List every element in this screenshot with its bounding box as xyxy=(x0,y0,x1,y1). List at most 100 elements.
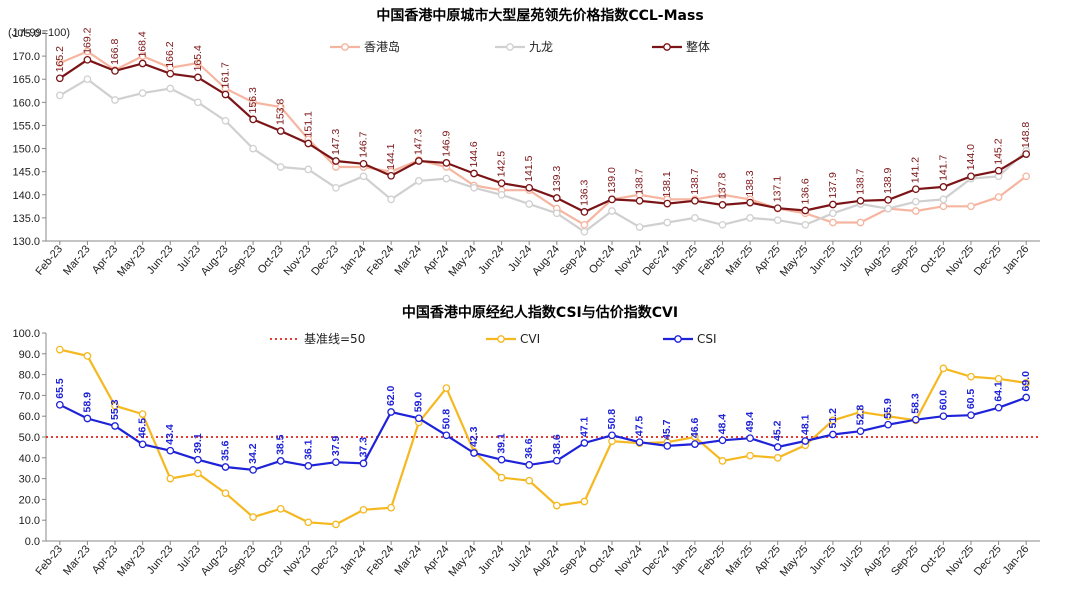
data-point xyxy=(994,193,1003,201)
ccl-mass-chart: 中国香港中原城市大型屋苑领先价格指数CCL-Mass (Jul-99=100) … xyxy=(8,7,1040,279)
series-CSI xyxy=(55,393,1031,474)
data-point xyxy=(387,195,395,204)
data-point xyxy=(359,159,368,168)
data-point xyxy=(332,157,340,165)
data-point xyxy=(829,218,837,227)
data-point xyxy=(635,196,644,205)
series-line xyxy=(59,58,1027,214)
data-point xyxy=(580,497,589,506)
x-tick-label: Dec-25 xyxy=(972,543,1004,578)
y-tick-label: 30.0 xyxy=(19,474,40,486)
x-tick-label: Jan-25 xyxy=(669,243,700,276)
data-label: 141.7 xyxy=(937,154,949,180)
data-label: 49.4 xyxy=(744,412,756,433)
x-tick-label: Jun-25 xyxy=(807,243,838,276)
data-label: 39.1 xyxy=(192,433,204,454)
data-point xyxy=(911,185,920,194)
data-label: 64.1 xyxy=(993,381,1005,402)
data-point xyxy=(911,207,920,215)
data-point xyxy=(635,438,644,447)
data-label: 146.9 xyxy=(440,130,452,156)
x-tick-label: Jun-24 xyxy=(476,243,507,276)
data-point xyxy=(939,202,948,211)
data-point xyxy=(194,73,202,82)
data-point xyxy=(525,461,534,469)
data-label: 145.2 xyxy=(993,138,1005,164)
x-tick-label: Sep-25 xyxy=(889,243,921,278)
data-point xyxy=(194,59,202,67)
x-tick-label: Jan-24 xyxy=(338,243,369,276)
data-label: 50.8 xyxy=(440,409,452,430)
data-point xyxy=(55,59,64,67)
data-point xyxy=(829,200,837,209)
y-tick-label: 155.0 xyxy=(12,120,40,132)
data-point xyxy=(718,201,727,209)
data-point xyxy=(580,220,589,229)
x-tick-label: Dec-24 xyxy=(641,543,673,578)
data-point xyxy=(939,195,948,204)
data-point xyxy=(138,59,147,68)
data-point xyxy=(967,372,975,381)
data-point xyxy=(525,183,534,192)
chart1-title: 中国香港中原城市大型屋苑领先价格指数CCL-Mass xyxy=(376,7,703,24)
x-tick-label: Sep-25 xyxy=(889,543,921,578)
x-tick-label: Mar-23 xyxy=(61,543,93,577)
data-point xyxy=(746,451,754,460)
legend-item: 香港岛 xyxy=(330,39,400,54)
y-tick-label: 140.0 xyxy=(12,190,40,202)
data-point xyxy=(138,89,147,97)
data-point xyxy=(525,476,534,485)
y-tick-label: 150.0 xyxy=(12,144,40,156)
data-label: 59.0 xyxy=(413,392,425,413)
data-point xyxy=(138,410,147,418)
data-label: 39.1 xyxy=(496,433,508,454)
data-point xyxy=(83,47,92,56)
data-point xyxy=(276,163,285,171)
data-label: 156.3 xyxy=(247,87,259,113)
legend-item: CVI xyxy=(486,332,540,346)
data-label: 42.3 xyxy=(468,426,480,447)
data-labels-整体: 165.2 169.2 166.8 168.4 166.2 165.4 161.7 156.3… xyxy=(54,27,1032,206)
data-label: 137.9 xyxy=(827,172,839,198)
y-tick-label: 80.0 xyxy=(19,370,40,382)
data-point xyxy=(111,96,119,104)
data-point xyxy=(884,412,892,421)
data-point xyxy=(442,431,451,440)
data-label: 37.9 xyxy=(330,436,342,457)
data-point xyxy=(55,345,64,354)
data-point xyxy=(939,364,948,373)
data-point xyxy=(497,179,506,188)
data-label: 142.5 xyxy=(496,151,508,177)
data-point xyxy=(387,503,395,512)
data-label: 136.3 xyxy=(578,179,590,205)
legend-marker xyxy=(674,335,682,343)
data-point xyxy=(304,165,313,174)
data-label: 141.2 xyxy=(910,157,922,183)
data-point xyxy=(856,196,865,205)
x-tick-label: Jun-23 xyxy=(145,543,176,576)
data-label: 58.9 xyxy=(81,392,93,413)
data-point xyxy=(884,196,892,204)
data-point xyxy=(552,456,561,465)
data-label: 146.7 xyxy=(358,131,370,157)
x-tick-label: Nov-24 xyxy=(613,243,645,278)
data-point xyxy=(580,208,589,216)
x-tick-label: Aug-25 xyxy=(861,243,893,278)
data-label: 37.3 xyxy=(358,437,370,458)
x-tick-label: Nov-25 xyxy=(944,243,976,278)
data-label: 55.3 xyxy=(109,399,121,420)
x-tick-label: Aug-23 xyxy=(199,243,231,278)
data-point xyxy=(994,403,1003,412)
data-label: 60.5 xyxy=(965,389,977,410)
legend-label: 整体 xyxy=(686,39,710,54)
data-point xyxy=(166,474,175,483)
y-tick-label: 90.0 xyxy=(19,349,40,361)
data-label: 38.5 xyxy=(275,434,287,455)
legend-label: 基准线=50 xyxy=(304,332,365,346)
data-point xyxy=(414,177,423,185)
data-point xyxy=(746,434,754,443)
data-point xyxy=(276,127,285,135)
x-tick-label: Sep-24 xyxy=(558,543,590,578)
data-point xyxy=(552,209,561,218)
